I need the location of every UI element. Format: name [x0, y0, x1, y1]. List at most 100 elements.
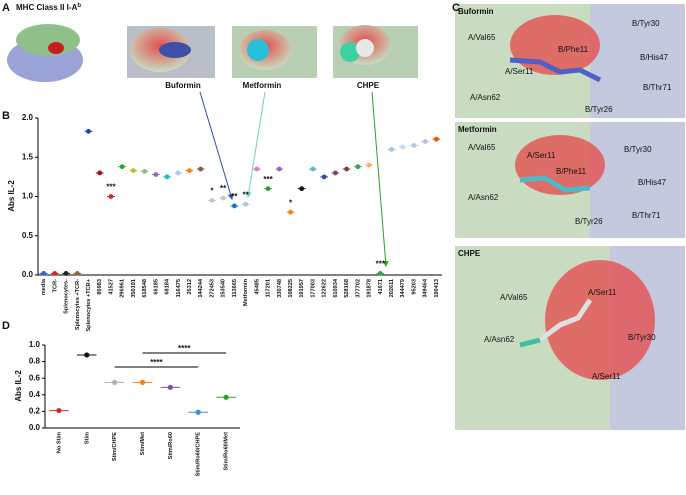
dot: [175, 170, 181, 176]
significance: **: [220, 184, 227, 193]
dot: [84, 352, 90, 358]
dot: [130, 168, 136, 173]
dot: [400, 144, 406, 150]
residue-label: A/Ser11: [588, 288, 617, 297]
x-tick-label: 26312: [187, 279, 193, 295]
arrow: [245, 91, 266, 198]
x-tick-label: 377702: [355, 279, 361, 298]
protein-images: [7, 24, 418, 82]
x-tick-label: Splenocytes-: [64, 279, 70, 314]
x-tick-label: Stim/Ro60/Met: [224, 432, 230, 471]
x-tick-label: Splenocytes +TCR-: [75, 279, 81, 330]
panel-label: D: [2, 320, 10, 332]
dot: [97, 170, 103, 176]
dot: [265, 186, 271, 192]
title-sup: b: [77, 3, 81, 9]
dot: [389, 147, 394, 152]
x-tick-label: 116475: [176, 279, 182, 297]
molecule-label: Buformin: [165, 81, 201, 90]
residue-label: A/Ser11: [505, 67, 534, 76]
y-tick-label: 0.4: [29, 390, 41, 399]
residue-label: B/Tyr26: [575, 217, 603, 226]
panel-label: B: [2, 110, 10, 122]
x-tick-label: 296961: [120, 279, 126, 298]
residue-label: A/Val65: [500, 293, 528, 302]
residue-label: A/Val65: [468, 143, 496, 152]
x-tick-label: 45485: [254, 279, 260, 295]
x-tick-label: 86983: [97, 279, 103, 295]
x-tick-label: 41671: [378, 279, 384, 295]
y-tick-label: 1.0: [22, 192, 34, 201]
dot: [310, 166, 316, 172]
panel-label: A: [2, 2, 10, 14]
dot: [41, 271, 47, 276]
x-tick-label: 95203: [411, 279, 417, 295]
y-tick-label: 0.2: [29, 407, 41, 416]
y-tick-label: 0.0: [22, 270, 34, 279]
residue-label: A/Asn62: [470, 93, 501, 102]
dot: [164, 174, 170, 180]
x-tick-label: 177003: [310, 279, 316, 298]
dot: [195, 409, 201, 415]
dot: [422, 139, 428, 144]
dot: [209, 198, 215, 203]
residue-label: A/Ser11: [527, 151, 556, 160]
x-tick-label: 202611: [389, 279, 395, 297]
x-tick-label: Metformin: [243, 278, 249, 306]
y-tick-label: 0.8: [29, 357, 41, 366]
dot: [52, 271, 58, 276]
x-tick-label: 528168: [344, 279, 350, 298]
x-tick-label: Splenocytes +TCR+: [86, 278, 92, 331]
dot: [112, 379, 118, 385]
x-tick-label: 41527: [108, 279, 114, 295]
dot: [299, 186, 305, 192]
x-tick-label: 350191: [131, 279, 137, 298]
significance: **: [231, 192, 238, 201]
dot: [332, 170, 338, 176]
residue-label: B/Thr71: [643, 83, 672, 92]
panel-title: MHC Class II I-Ab: [16, 3, 81, 13]
x-tick-label: 191878: [367, 279, 373, 298]
y-tick-label: 0.6: [29, 373, 41, 382]
dot: [139, 379, 146, 385]
dot: [223, 394, 229, 400]
y-tick-label: 0.5: [22, 231, 34, 240]
x-tick-label: Stim/CHPE: [112, 432, 118, 461]
x-tick-label: 113665: [232, 279, 238, 297]
residue-label: B/Tyr26: [585, 105, 613, 114]
dot: [254, 166, 260, 172]
dot: [288, 209, 293, 215]
title-text: MHC Class II I-A: [16, 3, 78, 12]
x-tick-label: 144244: [198, 278, 204, 298]
x-tick-label: Stim/Ro60/CHPE: [196, 432, 202, 477]
x-tick-label: 117201: [266, 279, 272, 297]
dot: [198, 166, 204, 172]
dot: [119, 164, 125, 170]
dot: [344, 166, 350, 172]
box-title: Metformin: [458, 125, 497, 134]
dot: [366, 162, 372, 168]
x-tick-label: 122622: [322, 279, 328, 298]
residue-label: B/Phe11: [558, 45, 589, 54]
dot: [220, 195, 226, 201]
dot: [167, 384, 173, 390]
panel-label: C: [452, 2, 460, 14]
dot: [377, 271, 383, 276]
dot: [74, 271, 80, 276]
y-tick-label: 1.5: [22, 152, 34, 161]
x-tick-label: No Stim: [56, 432, 62, 453]
y-tick-label: 1.0: [29, 340, 41, 349]
residue-label: B/Tyr30: [632, 19, 660, 28]
residue-label: B/Tyr30: [624, 145, 652, 154]
arrow: [199, 91, 234, 200]
docking-images: [455, 4, 685, 430]
significance: ***: [106, 183, 116, 192]
residue-label: B/Phe11: [556, 167, 587, 176]
x-tick-label: Stim: [84, 432, 90, 444]
significance: ****: [178, 344, 191, 353]
dot: [142, 168, 148, 174]
residue-label: A/Val65: [468, 33, 496, 42]
residue-label: A/Asn62: [468, 193, 499, 202]
x-tick-label: 349464: [423, 278, 429, 298]
